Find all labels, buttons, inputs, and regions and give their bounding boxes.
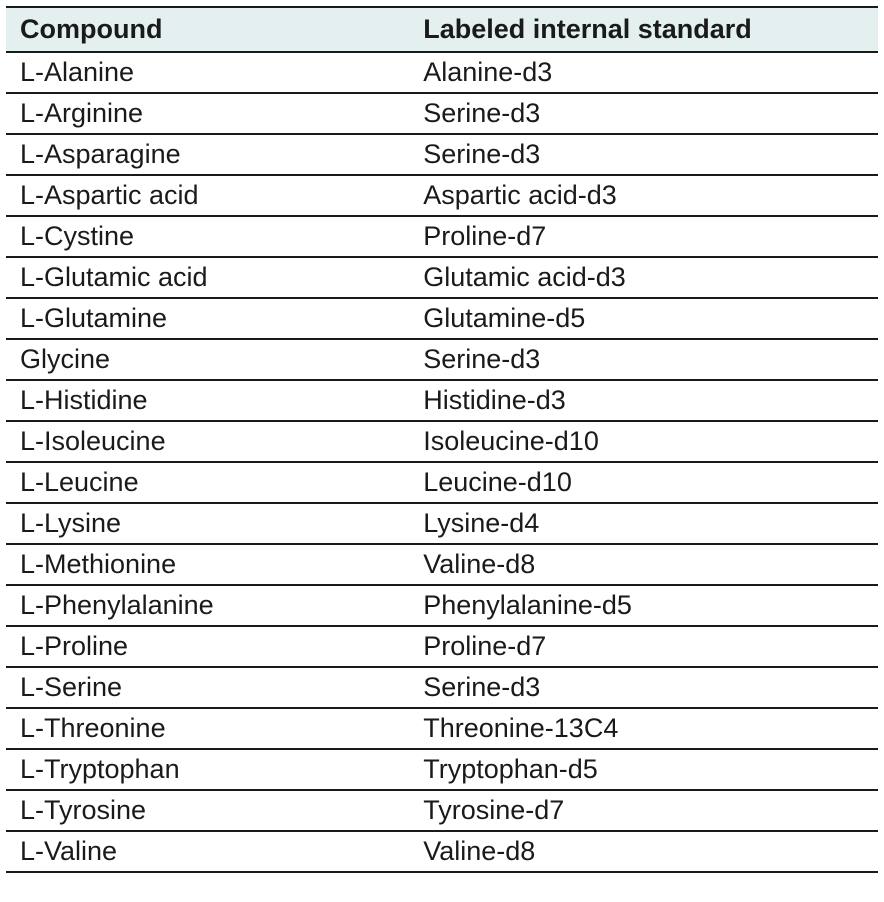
cell-compound: L-Cystine (6, 216, 409, 257)
cell-standard: Proline-d7 (409, 626, 878, 667)
cell-standard: Serine-d3 (409, 667, 878, 708)
table-row: L-PhenylalaninePhenylalanine-d5 (6, 585, 878, 626)
cell-compound: L-Tyrosine (6, 790, 409, 831)
cell-compound: L-Isoleucine (6, 421, 409, 462)
cell-standard: Glutamine-d5 (409, 298, 878, 339)
cell-compound: L-Alanine (6, 52, 409, 93)
table-container: Compound Labeled internal standard L-Ala… (0, 0, 884, 879)
cell-standard: Leucine-d10 (409, 462, 878, 503)
cell-compound: L-Valine (6, 831, 409, 872)
cell-standard: Isoleucine-d10 (409, 421, 878, 462)
cell-compound: L-Lysine (6, 503, 409, 544)
table-row: L-CystineProline-d7 (6, 216, 878, 257)
col-header-standard: Labeled internal standard (409, 7, 878, 52)
cell-compound: L-Proline (6, 626, 409, 667)
table-row: L-AlanineAlanine-d3 (6, 52, 878, 93)
cell-compound: L-Serine (6, 667, 409, 708)
table-row: L-TyrosineTyrosine-d7 (6, 790, 878, 831)
cell-standard: Serine-d3 (409, 93, 878, 134)
table-body: L-AlanineAlanine-d3 L-ArginineSerine-d3 … (6, 52, 878, 872)
table-row: L-HistidineHistidine-d3 (6, 380, 878, 421)
cell-compound: L-Phenylalanine (6, 585, 409, 626)
cell-standard: Serine-d3 (409, 339, 878, 380)
table-row: L-ProlineProline-d7 (6, 626, 878, 667)
table-row: L-LysineLysine-d4 (6, 503, 878, 544)
cell-standard: Valine-d8 (409, 544, 878, 585)
table-row: L-ThreonineThreonine-13C4 (6, 708, 878, 749)
cell-compound: L-Leucine (6, 462, 409, 503)
table-row: L-Aspartic acidAspartic acid-d3 (6, 175, 878, 216)
cell-standard: Threonine-13C4 (409, 708, 878, 749)
cell-standard: Tyrosine-d7 (409, 790, 878, 831)
cell-compound: L-Arginine (6, 93, 409, 134)
cell-standard: Serine-d3 (409, 134, 878, 175)
col-header-compound: Compound (6, 7, 409, 52)
cell-compound: L-Asparagine (6, 134, 409, 175)
table-row: L-ArginineSerine-d3 (6, 93, 878, 134)
header-row: Compound Labeled internal standard (6, 7, 878, 52)
cell-compound: L-Tryptophan (6, 749, 409, 790)
cell-standard: Histidine-d3 (409, 380, 878, 421)
table-row: L-TryptophanTryptophan-d5 (6, 749, 878, 790)
cell-compound: L-Glutamic acid (6, 257, 409, 298)
table-row: L-ValineValine-d8 (6, 831, 878, 872)
cell-compound: L-Glutamine (6, 298, 409, 339)
cell-compound: L-Methionine (6, 544, 409, 585)
cell-standard: Phenylalanine-d5 (409, 585, 878, 626)
cell-standard: Aspartic acid-d3 (409, 175, 878, 216)
cell-standard: Valine-d8 (409, 831, 878, 872)
cell-compound: L-Histidine (6, 380, 409, 421)
cell-standard: Alanine-d3 (409, 52, 878, 93)
table-row: L-IsoleucineIsoleucine-d10 (6, 421, 878, 462)
table-row: L-LeucineLeucine-d10 (6, 462, 878, 503)
cell-compound: L-Aspartic acid (6, 175, 409, 216)
compound-table: Compound Labeled internal standard L-Ala… (6, 6, 878, 873)
table-row: L-MethionineValine-d8 (6, 544, 878, 585)
table-row: L-GlutamineGlutamine-d5 (6, 298, 878, 339)
cell-compound: Glycine (6, 339, 409, 380)
table-row: L-AsparagineSerine-d3 (6, 134, 878, 175)
cell-standard: Glutamic acid-d3 (409, 257, 878, 298)
cell-compound: L-Threonine (6, 708, 409, 749)
table-row: L-SerineSerine-d3 (6, 667, 878, 708)
table-row: GlycineSerine-d3 (6, 339, 878, 380)
cell-standard: Tryptophan-d5 (409, 749, 878, 790)
table-row: L-Glutamic acidGlutamic acid-d3 (6, 257, 878, 298)
cell-standard: Proline-d7 (409, 216, 878, 257)
cell-standard: Lysine-d4 (409, 503, 878, 544)
